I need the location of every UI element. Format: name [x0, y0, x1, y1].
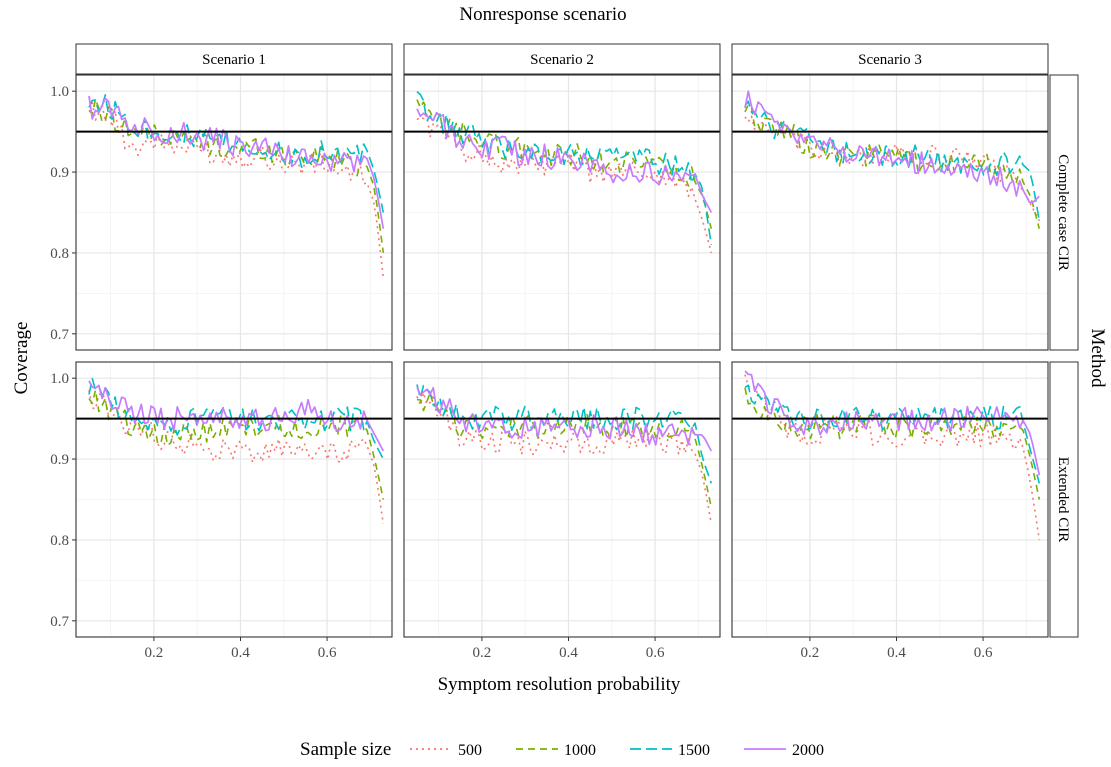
y-tick-label: 0.7	[50, 614, 69, 630]
x-tick-label: 0.4	[231, 645, 250, 661]
series-line-2000	[416, 386, 713, 452]
facet-panel: 0.2 0.4 0.6	[403, 361, 721, 661]
column-strip	[731, 43, 1049, 75]
x-tick-label: 0.6	[318, 645, 337, 661]
y-tick-label: 0.7	[50, 327, 69, 343]
x-tick-label: 0.2	[145, 645, 164, 661]
panel-border	[75, 361, 393, 638]
y-tick-label: 0.9	[50, 165, 69, 181]
facet-panel	[403, 74, 721, 351]
series-line-2000	[744, 90, 1040, 204]
x-tick-label: 0.6	[646, 645, 665, 661]
panel-border	[731, 361, 1049, 638]
x-tick-label: 0.4	[887, 645, 906, 661]
panel-border	[403, 74, 721, 351]
facet-panel	[731, 74, 1049, 351]
series-line-2000	[416, 108, 713, 213]
legend-label-2000: 2000	[792, 742, 824, 759]
column-strip-label: Scenario 1	[202, 52, 266, 68]
chart-title: Nonresponse scenario	[459, 4, 626, 25]
column-strip-label: Scenario 2	[530, 52, 594, 68]
panel-border	[403, 361, 721, 638]
row-strip	[1049, 361, 1079, 638]
row-strip	[1049, 74, 1079, 351]
row-strip-label: Extended CIR	[1055, 457, 1071, 542]
series-line-1500	[744, 100, 1041, 221]
legend-label-1000: 1000	[564, 742, 596, 759]
y-tick-label: 1.0	[50, 371, 69, 387]
legend-label-500: 500	[458, 742, 482, 759]
series-line-1500	[416, 90, 713, 246]
column-strip	[403, 43, 721, 75]
row-facet-title: Method	[1087, 328, 1108, 388]
x-axis-label: Symptom resolution probability	[438, 674, 681, 695]
legend: Sample size 500 1000 1500 2000	[300, 739, 824, 760]
series-line-2000	[88, 95, 385, 229]
column-strip	[75, 43, 393, 75]
y-tick-label: 0.8	[50, 246, 69, 262]
x-tick-label: 0.2	[473, 645, 492, 661]
facet-panel: 0.7 0.8 0.9 1.0 0.2 0.4 0.6	[50, 361, 393, 661]
x-tick-label: 0.2	[801, 645, 820, 661]
panel-border	[75, 74, 393, 351]
panel-grid: Scenario 1 Scenario 2 Scenario 3 Complete c…	[50, 43, 1079, 661]
y-tick-label: 0.9	[50, 452, 69, 468]
series-line-500	[88, 390, 385, 524]
y-tick-label: 0.8	[50, 533, 69, 549]
series-line-1500	[88, 94, 385, 213]
legend-title: Sample size	[300, 739, 391, 760]
series-line-500	[744, 374, 1041, 541]
y-tick-label: 1.0	[50, 84, 69, 100]
series-line-500	[88, 96, 385, 278]
y-axis-label: Coverage	[11, 322, 32, 395]
x-tick-label: 0.6	[974, 645, 993, 661]
series-line-1000	[744, 104, 1041, 229]
series-line-1000	[744, 387, 1041, 500]
facet-panel: 0.7 0.8 0.9 1.0	[50, 74, 393, 351]
x-tick-label: 0.4	[559, 645, 578, 661]
legend-label-1500: 1500	[678, 742, 710, 759]
column-strip-label: Scenario 3	[858, 52, 922, 68]
facet-panel: 0.2 0.4 0.6	[731, 361, 1049, 661]
row-strip-label: Complete case CIR	[1055, 154, 1071, 271]
panel-border	[731, 74, 1049, 351]
series-line-500	[416, 391, 713, 524]
